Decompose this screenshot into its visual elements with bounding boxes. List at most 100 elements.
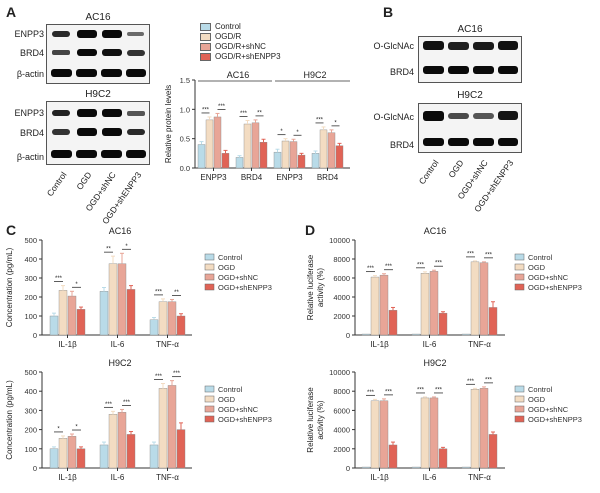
x-tick-label: TNF-α [156,340,179,349]
blot-row-label: O-GlcNAc [373,41,415,51]
blot-bands [423,111,518,146]
significance-label: *** [485,252,493,258]
legend-label: OGD+shENPP3 [528,283,582,292]
legend-label: Control [215,22,241,31]
x-tick-label: ENPP3 [276,173,303,182]
x-tick-label: IL-6 [423,340,437,349]
bar [461,466,471,469]
significance-label: * [125,244,128,250]
blot-band [423,138,444,146]
legend-label: Control [528,385,553,394]
group-label: H9C2 [303,70,326,80]
bar [438,448,448,469]
bar [149,444,159,469]
blot-band [77,30,97,38]
bar [49,315,59,336]
blot-band [126,150,146,158]
legend-item: OGD/R [200,32,281,42]
chart-c-h9c2: 0 100 200 300 400 500 Concentration (pg/mL) H9C… [5,358,272,482]
legend-swatch [514,273,525,281]
legend-label: OGD/R+shENPP3 [215,52,281,61]
legend-swatch [514,385,525,393]
blot-band [473,113,494,119]
bar [99,444,109,469]
bar [273,151,282,169]
blot-membrane [46,24,150,84]
x-tick-label: IL-1β [58,340,77,349]
blot-row-label: β-actin [16,152,44,162]
significance-label: *** [485,377,493,383]
bar [108,263,118,336]
legend-label: OGD+shNC [528,405,569,414]
blot-membrane [418,36,522,83]
x-tick-label: TNF-α [468,340,491,349]
blot-band [76,69,97,77]
significance-label: * [280,129,283,135]
group-label: AC16 [227,70,250,80]
bar [76,448,86,469]
y-axis-label: Relative protein levels [164,85,173,163]
significance-label: *** [316,117,324,123]
significance-label: ** [257,110,262,116]
bar [420,273,430,336]
significance-label: *** [417,387,425,393]
y-axis-label: activity (%) [316,400,325,439]
legend-swatch [200,23,211,31]
y-tick-label: 4000 [333,293,350,302]
bar [335,145,344,169]
significance-label: *** [218,104,226,110]
legend-label: OGD/R [215,32,242,41]
blot-title: H9C2 [457,90,483,101]
bar [479,388,489,469]
y-tick-label: 10000 [329,236,350,245]
bar [221,153,230,169]
x-tick-label: IL-6 [111,473,125,482]
significance-label: *** [367,390,375,396]
blot-band [498,111,518,120]
panel-letter-b: B [383,4,394,20]
bar [99,291,109,336]
y-tick-label: 8000 [333,387,350,396]
blot-band [127,32,144,36]
significance-label: *** [105,402,113,408]
legend-label: OGD [218,263,236,272]
y-axis-label: activity (%) [316,268,325,307]
x-tick-label: BRD4 [317,173,339,182]
significance-label: *** [417,262,425,268]
blot-row-label: BRD4 [19,48,44,58]
significance-label: *** [385,264,393,270]
legend-swatch [514,263,525,271]
y-axis-label: Relative luciferase [306,387,315,453]
bar [167,301,177,336]
legend-swatch [204,405,215,413]
blot-membrane [46,101,150,165]
legend-swatch [200,43,211,51]
chart-title: AC16 [109,226,132,236]
blot-row-label: O-GlcNAc [373,112,415,122]
blot-band [102,30,122,38]
lane-label: Control [44,170,69,199]
bar [176,315,186,336]
legend-label: Control [218,385,243,394]
blot-row-label: β-actin [16,69,44,79]
bar [379,274,389,336]
significance-label: * [75,282,78,288]
x-tick-label: IL-6 [111,340,125,349]
legend-label: OGD [528,263,546,272]
y-tick-label: 8000 [333,255,350,264]
significance-label: *** [467,251,475,257]
blot-band [127,50,145,56]
bar [117,263,127,336]
legend-label: OGD+shNC [218,273,259,282]
bar [49,448,59,469]
blot-band [448,42,469,50]
bar [411,466,421,469]
y-tick-label: 0 [33,464,37,473]
y-tick-label: 500 [24,236,37,245]
significance-label: * [296,130,299,136]
bar [327,132,336,169]
y-tick-label: 6000 [333,274,350,283]
x-tick-label: ENPP3 [200,173,227,182]
legend-swatch [514,405,525,413]
y-tick-label: 0 [346,464,350,473]
